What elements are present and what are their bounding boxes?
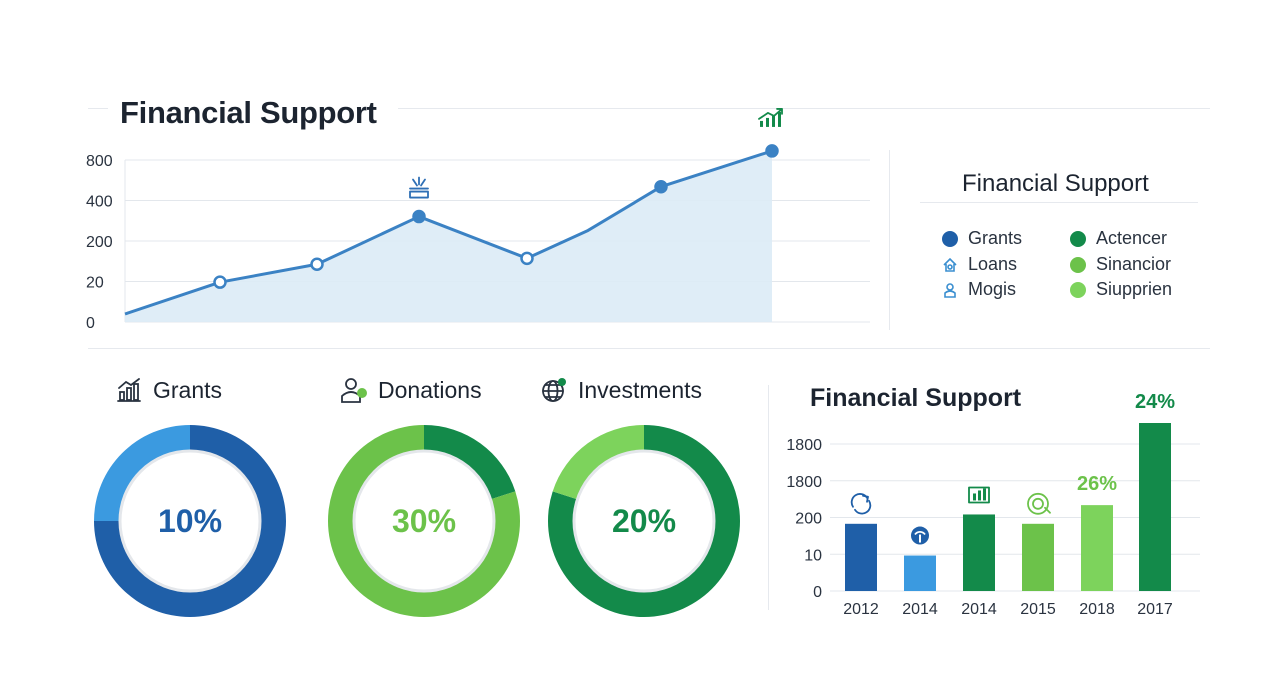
legend-label: Siupprien: [1096, 279, 1173, 299]
donut-value-label: 10%: [158, 503, 222, 539]
donut-hole: [118, 449, 262, 593]
donut-chart: 30%: [328, 425, 520, 617]
donut-title: Investments: [540, 376, 702, 404]
bar-chart-icon: [117, 378, 141, 402]
legend-label: Grants: [968, 228, 1023, 248]
series-line: [124, 149, 773, 316]
signal-icon: [911, 526, 929, 545]
person-icon: [944, 282, 956, 298]
y-tick-label: 20: [86, 275, 104, 292]
y-tick-label: 10: [804, 547, 822, 564]
legend-title-underline: [920, 202, 1198, 203]
x-tick-label: 2017: [1137, 601, 1173, 618]
data-point: [765, 144, 779, 158]
donut-value-label: 30%: [392, 503, 456, 539]
legend-item: Mogis: [942, 279, 1016, 300]
vertical-divider-bottom: [768, 385, 769, 610]
donut-segment: [190, 425, 286, 617]
donut-title-label: Donations: [378, 376, 482, 403]
x-tick-label: 2014: [961, 601, 997, 618]
middle-divider: [88, 348, 1210, 349]
donation-icon: [341, 378, 367, 403]
donut-chart: 10%: [94, 425, 286, 617]
donut-hole: [572, 449, 716, 593]
refresh-icon: [850, 493, 872, 515]
y-tick-label: 0: [813, 584, 822, 601]
donut-title-label: Investments: [578, 376, 702, 403]
donut-hole: [352, 449, 496, 593]
donut-title: Donations: [340, 376, 482, 404]
y-tick-label: 0: [86, 315, 95, 332]
bar: [845, 523, 877, 591]
legend-label: Actencer: [1096, 228, 1168, 248]
donut-value-label: 20%: [612, 503, 676, 539]
y-tick-label: 800: [86, 153, 113, 170]
line-chart-title: Financial Support: [120, 95, 377, 130]
x-tick-label: 2012: [843, 601, 879, 618]
growth-chart-icon: [758, 108, 783, 127]
house-icon: [943, 257, 957, 272]
bar-data-label: 26%: [1077, 473, 1117, 495]
legend-label: Loans: [968, 254, 1018, 274]
bar-data-label: 24%: [1135, 391, 1175, 413]
legend-swatch: [1070, 256, 1086, 273]
y-tick-label: 200: [795, 511, 822, 528]
legend-label: Sinancior: [1096, 254, 1172, 274]
coin-icon: [1027, 492, 1051, 515]
legend-swatch: [1070, 281, 1086, 298]
legend-label: Mogis: [968, 279, 1017, 299]
x-tick-label: 2015: [1020, 601, 1056, 618]
x-tick-label: 2014: [902, 601, 938, 618]
bar: [1139, 423, 1171, 591]
donut-chart: 20%: [548, 425, 740, 617]
legend-swatch: [942, 230, 958, 247]
bar-chart-icon: [968, 486, 990, 504]
y-tick-label: 1800: [786, 474, 822, 491]
legend-item: Actencer: [1070, 228, 1167, 249]
bar: [1081, 505, 1113, 591]
area-chart: 0 20 200 400 800: [86, 108, 870, 332]
legend-item: Grants: [942, 228, 1022, 249]
vertical-divider-top: [889, 150, 890, 330]
bar: [963, 514, 995, 591]
data-point: [310, 257, 324, 272]
data-point: [654, 179, 668, 194]
sparkle-box-icon: [409, 176, 429, 199]
bar: [1022, 523, 1054, 591]
bar-chart: 0 10 200 1800 1800 2012 2014 2014 2015 2018 26% 201…: [786, 391, 1200, 618]
y-tick-label: 200: [86, 234, 113, 251]
donut-segment: [94, 425, 190, 521]
top-divider: [88, 108, 108, 109]
bar-chart-title: Financial Support: [810, 384, 1022, 412]
globe-icon: [542, 378, 566, 402]
legend-item: Siupprien: [1070, 279, 1172, 300]
donut-title: Grants: [115, 376, 222, 404]
legend-item: Sinancior: [1070, 254, 1171, 275]
legend-swatch: [1070, 230, 1086, 247]
area-fill: [125, 150, 772, 322]
bar: [904, 555, 936, 591]
data-point: [213, 275, 227, 289]
y-tick-label: 1800: [786, 437, 822, 454]
donut-segment: [552, 425, 644, 500]
data-point: [412, 209, 426, 224]
top-divider-right: [398, 108, 1210, 109]
donut-segment: [424, 425, 516, 500]
data-point: [520, 251, 534, 266]
y-tick-label: 400: [86, 194, 113, 211]
legend-item: Loans: [942, 254, 1017, 275]
donut-segment: [94, 521, 190, 617]
legend-title: Financial Support: [962, 170, 1149, 197]
donut-title-label: Grants: [153, 376, 223, 403]
x-tick-label: 2018: [1079, 601, 1115, 618]
